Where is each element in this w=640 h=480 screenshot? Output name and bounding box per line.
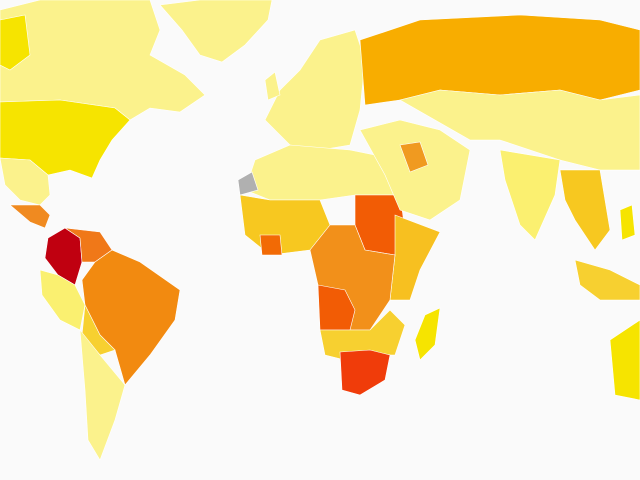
peru (39, 269, 86, 331)
uk (264, 71, 281, 101)
southern-africa (319, 309, 406, 361)
iraq (399, 141, 429, 173)
indonesia (574, 259, 640, 301)
southern-cone (79, 329, 126, 461)
russia (359, 14, 640, 106)
southeast-asia (559, 169, 611, 251)
alaska (0, 14, 31, 71)
australia (609, 319, 640, 401)
india (499, 149, 561, 241)
madagascar (414, 307, 441, 361)
ivory-coast (259, 234, 283, 256)
central-asia (399, 89, 640, 171)
mexico (0, 157, 51, 206)
greenland (159, 0, 273, 63)
western-sahara (237, 171, 259, 196)
central-america (9, 204, 51, 229)
south-africa (339, 349, 391, 396)
philippines (619, 204, 636, 241)
brazil (81, 249, 181, 386)
angola (317, 284, 356, 331)
